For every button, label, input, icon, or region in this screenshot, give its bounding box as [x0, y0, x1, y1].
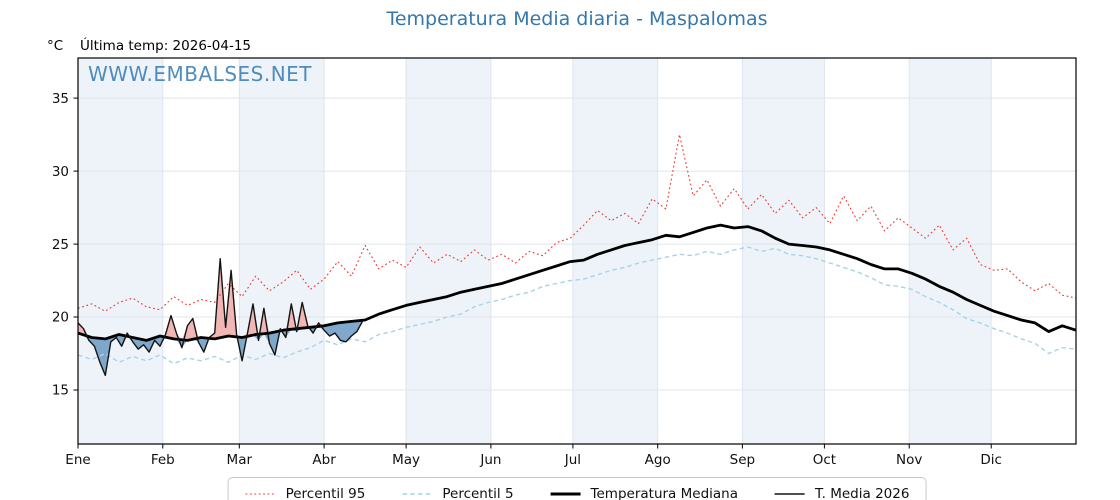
y-tick-label: 20	[52, 310, 69, 326]
legend-swatch	[775, 493, 805, 495]
x-tick-label: Sep	[730, 452, 755, 468]
y-tick-label: 25	[52, 237, 69, 253]
series-temperatura-mediana	[77, 223, 1077, 342]
legend-swatch	[245, 493, 276, 495]
x-tick-label: Jul	[564, 452, 581, 468]
legend-item-percentil-5: Percentil 5	[401, 486, 514, 500]
plot-border	[77, 57, 1077, 445]
legend-label: Percentil 5	[442, 486, 514, 500]
y-tick-label: 35	[52, 91, 69, 107]
legend: Percentil 95 Percentil 5 Temperatura Media…	[227, 477, 927, 500]
series-percentil-5	[77, 246, 1077, 365]
chart-canvas: Ene Feb Mar Abr May Jun Jul Ago Sep Oct Nov Dic 15 20…	[52, 57, 1077, 468]
legend-label: T. Media 2026	[815, 486, 910, 500]
legend-label: Percentil 95	[285, 486, 366, 500]
deviation-fills	[78, 258, 363, 376]
x-axis-ticks: Ene Feb Mar Abr May Jun Jul Ago Sep Oct Nov Dic	[65, 444, 1002, 468]
x-tick-label: May	[392, 452, 420, 468]
x-tick-label: Nov	[896, 452, 922, 468]
y-tick-label: 30	[52, 164, 69, 180]
x-tick-label: Mar	[227, 452, 253, 468]
legend-swatch	[402, 493, 433, 495]
legend-swatch	[550, 492, 581, 496]
x-tick-label: Feb	[151, 452, 175, 468]
month-bands	[78, 58, 992, 444]
series-percentil-95	[77, 134, 1077, 312]
gridlines	[78, 58, 1076, 444]
fill-below-median	[78, 320, 363, 376]
legend-item-t-media-2026: T. Media 2026	[774, 486, 909, 500]
y-axis-unit-label: °C	[47, 38, 64, 54]
x-tick-label: Oct	[813, 452, 836, 468]
y-tick-label: 15	[52, 383, 69, 399]
fill-above-median	[78, 258, 363, 341]
x-tick-label: Ene	[65, 452, 90, 468]
legend-label: Temperatura Mediana	[590, 486, 738, 500]
legend-item-temperatura-mediana: Temperatura Mediana	[550, 486, 738, 500]
x-tick-label: Abr	[312, 452, 336, 468]
x-tick-label: Ago	[645, 452, 671, 468]
x-tick-label: Dic	[980, 452, 1002, 468]
chart-svg: Ene Feb Mar Abr May Jun Jul Ago Sep Oct Nov Dic 15 20…	[52, 57, 1077, 468]
last-temp-label: Última temp: 2026-04-15	[80, 38, 252, 54]
x-tick-label: Jun	[479, 452, 501, 468]
y-axis-ticks: 15 20 25 30 35	[52, 91, 78, 399]
chart-title: Temperatura Media diaria - Maspalomas	[386, 8, 768, 30]
series-t-media-2026	[77, 258, 364, 377]
legend-item-percentil-95: Percentil 95	[245, 486, 366, 500]
